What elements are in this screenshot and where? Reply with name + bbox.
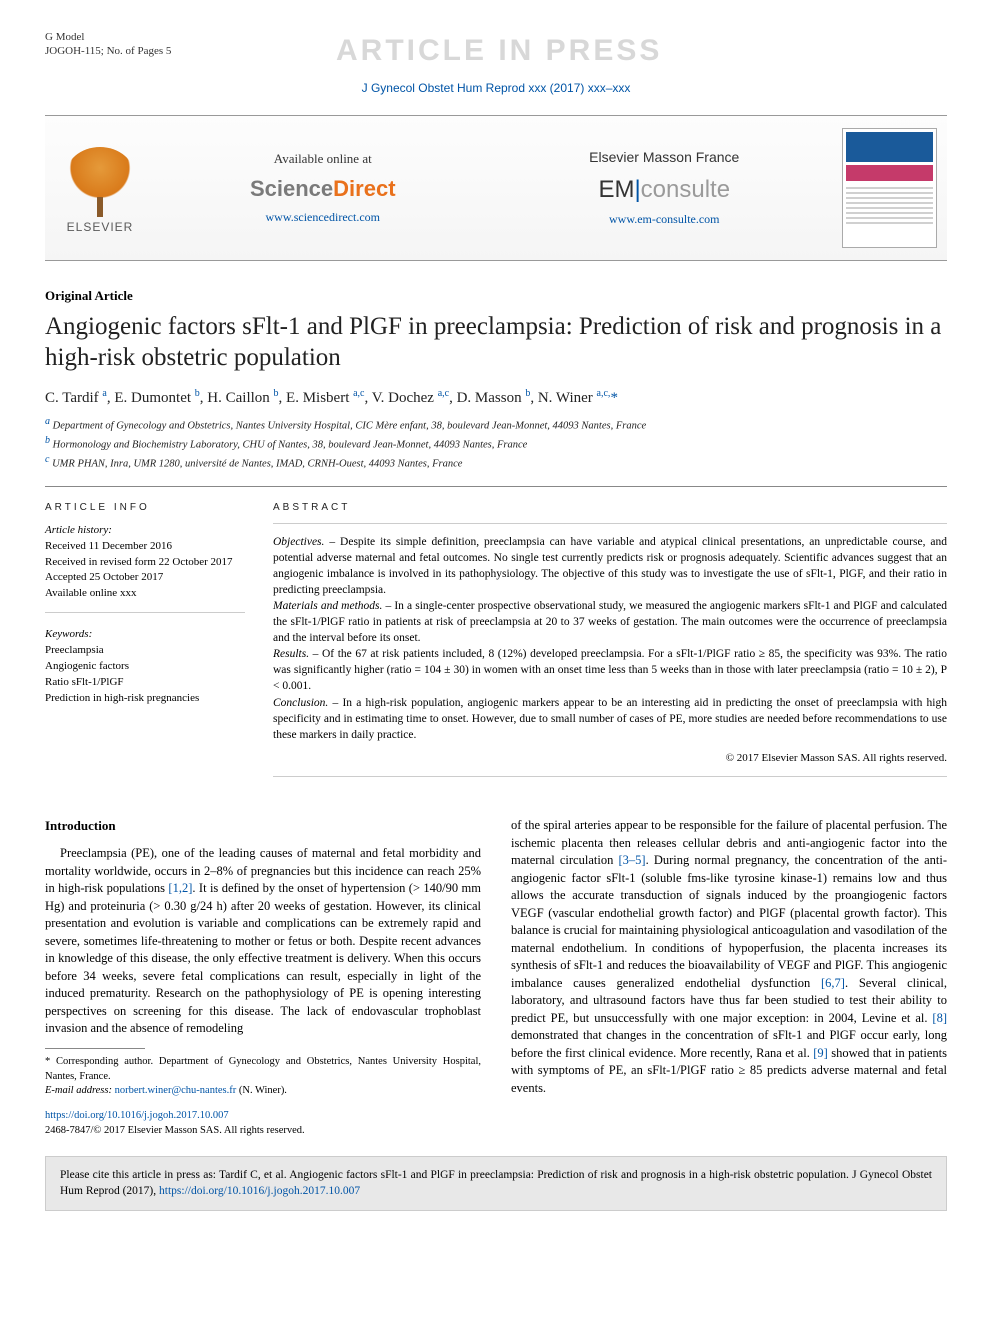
sd-direct: Direct: [333, 176, 395, 201]
keyword: Prediction in high-risk pregnancies: [45, 692, 199, 704]
online-date: Available online xxx: [45, 587, 136, 599]
results-label: Results. –: [273, 648, 318, 660]
methods-label: Materials and methods. –: [273, 600, 391, 612]
email-tail: (N. Winer).: [236, 1085, 287, 1096]
page: G Model JOGOH-115; No. of Pages 5 ARTICL…: [0, 0, 992, 1231]
info-abstract-row: ARTICLE INFO Article history: Received 1…: [45, 501, 947, 778]
abstract-heading: ABSTRACT: [273, 501, 947, 515]
abstract-body: Objectives. – Despite its simple definit…: [273, 523, 947, 778]
article-info-heading: ARTICLE INFO: [45, 501, 245, 515]
results-text: Of the 67 at risk patients included, 8 (…: [273, 648, 947, 692]
top-header-row: G Model JOGOH-115; No. of Pages 5 ARTICL…: [45, 30, 947, 72]
article-type: Original Article: [45, 287, 947, 305]
emconsulte-block: Elsevier Masson France EM|consulte www.e…: [501, 148, 829, 228]
in-press-watermark: ARTICLE IN PRESS: [336, 30, 662, 72]
received-date: Received 11 December 2016: [45, 540, 172, 552]
sciencedirect-logo: ScienceDirect: [159, 174, 487, 205]
elsevier-wordmark: ELSEVIER: [67, 219, 134, 236]
cover-header: [846, 132, 933, 162]
intro-paragraph-2: of the spiral arteries appear to be resp…: [511, 817, 947, 1097]
objectives-text: Despite its simple definition, preeclamp…: [273, 536, 947, 596]
objectives-label: Objectives. –: [273, 536, 335, 548]
footnote-separator: [45, 1048, 145, 1049]
history-label: Article history:: [45, 524, 112, 536]
keyword: Preeclampsia: [45, 644, 104, 656]
footnotes: * Corresponding author. Department of Gy…: [45, 1055, 481, 1099]
revised-date: Received in revised form 22 October 2017: [45, 556, 233, 568]
gmodel-label: G Model: [45, 30, 171, 44]
divider: [45, 486, 947, 487]
abstract-copyright: © 2017 Elsevier Masson SAS. All rights r…: [273, 751, 947, 766]
sd-science: Science: [250, 176, 333, 201]
body-col-right: of the spiral arteries appear to be resp…: [511, 817, 947, 1138]
elsevier-logo: ELSEVIER: [55, 140, 145, 235]
introduction-heading: Introduction: [45, 817, 481, 835]
email-link[interactable]: norbert.winer@chu-nantes.fr: [115, 1085, 237, 1096]
em-text: EM: [598, 176, 634, 203]
abstract-column: ABSTRACT Objectives. – Despite its simpl…: [273, 501, 947, 778]
doi-link[interactable]: https://doi.org/10.1016/j.jogoh.2017.10.…: [45, 1110, 229, 1121]
article-info-column: ARTICLE INFO Article history: Received 1…: [45, 501, 245, 778]
abstract-methods: Materials and methods. – In a single-cen…: [273, 598, 947, 646]
cover-band: [846, 165, 933, 181]
sciencedirect-url[interactable]: www.sciencedirect.com: [159, 209, 487, 226]
cover-body: [846, 184, 933, 244]
em-consulte: consulte: [641, 176, 730, 203]
cite-doi-link[interactable]: https://doi.org/10.1016/j.jogoh.2017.10.…: [159, 1185, 360, 1197]
gmodel-id: JOGOH-115; No. of Pages 5: [45, 44, 171, 58]
sciencedirect-block: Available online at ScienceDirect www.sc…: [159, 150, 487, 226]
body-col-left: Introduction Preeclampsia (PE), one of t…: [45, 817, 481, 1138]
emconsulte-logo: EM|consulte: [501, 173, 829, 207]
issn-copyright: 2468-7847/© 2017 Elsevier Masson SAS. Al…: [45, 1125, 305, 1136]
doi-block: https://doi.org/10.1016/j.jogoh.2017.10.…: [45, 1109, 481, 1138]
abstract-objectives: Objectives. – Despite its simple definit…: [273, 534, 947, 598]
abstract-results: Results. – Of the 67 at risk patients in…: [273, 646, 947, 694]
intro-paragraph-1: Preeclampsia (PE), one of the leading ca…: [45, 845, 481, 1038]
keywords-label: Keywords:: [45, 628, 92, 640]
publisher-panel: ELSEVIER Available online at ScienceDire…: [45, 115, 947, 261]
journal-cover-thumbnail: [842, 128, 937, 248]
gmodel-block: G Model JOGOH-115; No. of Pages 5: [45, 30, 171, 59]
available-online-label: Available online at: [159, 150, 487, 168]
affiliation-list: a Department of Gynecology and Obstetric…: [45, 415, 947, 471]
emconsulte-url[interactable]: www.em-consulte.com: [501, 211, 829, 228]
conclusion-text: In a high-risk population, angiogenic ma…: [273, 697, 947, 741]
article-history-block: Article history: Received 11 December 20…: [45, 523, 245, 614]
body-columns: Introduction Preeclampsia (PE), one of t…: [45, 817, 947, 1138]
keywords-block: Keywords: Preeclampsia Angiogenic factor…: [45, 627, 245, 717]
citation-box: Please cite this article in press as: Ta…: [45, 1156, 947, 1210]
abstract-conclusion: Conclusion. – In a high-risk population,…: [273, 695, 947, 743]
email-line: E-mail address: norbert.winer@chu-nantes…: [45, 1084, 481, 1099]
elsevier-tree-icon: [65, 147, 135, 207]
conclusion-label: Conclusion. –: [273, 697, 338, 709]
keyword: Ratio sFlt-1/PlGF: [45, 676, 124, 688]
author-list: C. Tardif a, E. Dumontet b, H. Caillon b…: [45, 387, 947, 409]
journal-citation-line: J Gynecol Obstet Hum Reprod xxx (2017) x…: [45, 80, 947, 97]
article-title: Angiogenic factors sFlt-1 and PlGF in pr…: [45, 311, 947, 374]
email-label: E-mail address:: [45, 1085, 112, 1096]
accepted-date: Accepted 25 October 2017: [45, 571, 163, 583]
keyword: Angiogenic factors: [45, 660, 129, 672]
corresponding-author: * Corresponding author. Department of Gy…: [45, 1055, 481, 1084]
elsevier-masson-label: Elsevier Masson France: [501, 148, 829, 168]
